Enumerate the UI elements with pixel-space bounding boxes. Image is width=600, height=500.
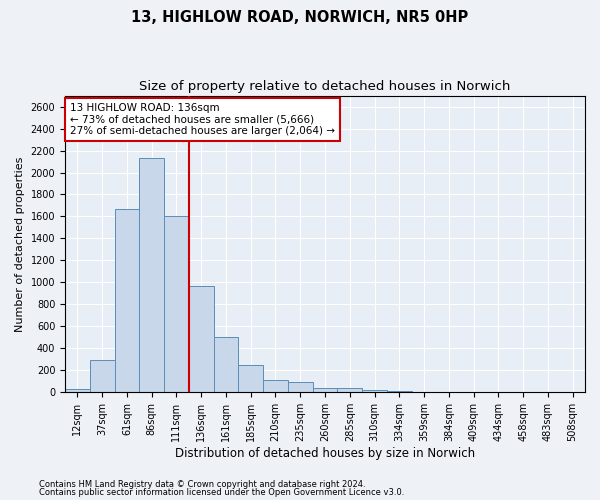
- Bar: [139, 158, 164, 392]
- Y-axis label: Number of detached properties: Number of detached properties: [15, 156, 25, 332]
- Bar: [288, 382, 313, 392]
- Bar: [387, 391, 412, 392]
- Title: Size of property relative to detached houses in Norwich: Size of property relative to detached ho…: [139, 80, 511, 93]
- Bar: [263, 380, 288, 392]
- Bar: [65, 389, 90, 392]
- Bar: [90, 360, 115, 392]
- Bar: [313, 388, 337, 392]
- Bar: [189, 286, 214, 393]
- Text: 13, HIGHLOW ROAD, NORWICH, NR5 0HP: 13, HIGHLOW ROAD, NORWICH, NR5 0HP: [131, 10, 469, 25]
- Text: Contains HM Land Registry data © Crown copyright and database right 2024.: Contains HM Land Registry data © Crown c…: [39, 480, 365, 489]
- Text: Contains public sector information licensed under the Open Government Licence v3: Contains public sector information licen…: [39, 488, 404, 497]
- Bar: [214, 338, 238, 392]
- Bar: [337, 388, 362, 392]
- Bar: [164, 216, 189, 392]
- Bar: [238, 366, 263, 392]
- Bar: [115, 209, 139, 392]
- Bar: [362, 390, 387, 392]
- X-axis label: Distribution of detached houses by size in Norwich: Distribution of detached houses by size …: [175, 447, 475, 460]
- Text: 13 HIGHLOW ROAD: 136sqm
← 73% of detached houses are smaller (5,666)
27% of semi: 13 HIGHLOW ROAD: 136sqm ← 73% of detache…: [70, 103, 335, 136]
